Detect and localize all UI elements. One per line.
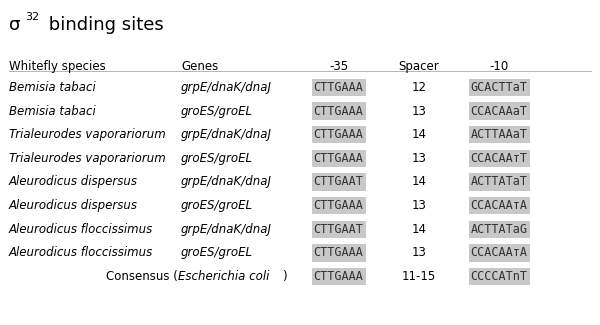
Text: GCACTTaT: GCACTTaT bbox=[470, 81, 527, 94]
Text: CCACAAтT: CCACAAтT bbox=[470, 152, 527, 165]
Text: groES/groEL: groES/groEL bbox=[181, 105, 253, 118]
Text: CCCCATnT: CCCCATnT bbox=[470, 270, 527, 283]
Text: CTTGAAA: CTTGAAA bbox=[314, 270, 364, 283]
Text: grpE/dnaK/dnaJ: grpE/dnaK/dnaJ bbox=[181, 176, 272, 188]
Text: groES/groEL: groES/groEL bbox=[181, 246, 253, 259]
Text: CTTGAAT: CTTGAAT bbox=[314, 176, 364, 188]
Text: -10: -10 bbox=[490, 60, 509, 73]
Text: Aleurodicus floccissimus: Aleurodicus floccissimus bbox=[9, 223, 153, 236]
Text: Bemisia tabaci: Bemisia tabaci bbox=[9, 105, 95, 118]
Text: 13: 13 bbox=[412, 105, 427, 118]
Text: 12: 12 bbox=[412, 81, 427, 94]
Text: Trialeurodes vaporariorum: Trialeurodes vaporariorum bbox=[9, 152, 166, 165]
Text: grpE/dnaK/dnaJ: grpE/dnaK/dnaJ bbox=[181, 223, 272, 236]
Text: CTTGAAA: CTTGAAA bbox=[314, 152, 364, 165]
Text: 11-15: 11-15 bbox=[402, 270, 436, 283]
Text: grpE/dnaK/dnaJ: grpE/dnaK/dnaJ bbox=[181, 81, 272, 94]
Text: -35: -35 bbox=[329, 60, 348, 73]
Text: CCACAAтA: CCACAAтA bbox=[470, 199, 527, 212]
Text: CCACAAтA: CCACAAтA bbox=[470, 246, 527, 259]
Text: CTTGAAA: CTTGAAA bbox=[314, 246, 364, 259]
Text: Bemisia tabaci: Bemisia tabaci bbox=[9, 81, 95, 94]
Text: ): ) bbox=[282, 270, 287, 283]
Text: binding sites: binding sites bbox=[43, 16, 164, 33]
Text: Aleurodicus floccissimus: Aleurodicus floccissimus bbox=[9, 246, 153, 259]
Text: 14: 14 bbox=[412, 176, 427, 188]
Text: Aleurodicus dispersus: Aleurodicus dispersus bbox=[9, 199, 138, 212]
Text: ACTTATaT: ACTTATaT bbox=[470, 176, 527, 188]
Text: CCACAAaT: CCACAAaT bbox=[470, 105, 527, 118]
Text: 14: 14 bbox=[412, 128, 427, 141]
Text: groES/groEL: groES/groEL bbox=[181, 152, 253, 165]
Text: 14: 14 bbox=[412, 223, 427, 236]
Text: CTTGAAA: CTTGAAA bbox=[314, 81, 364, 94]
Text: 13: 13 bbox=[412, 199, 427, 212]
Text: Spacer: Spacer bbox=[398, 60, 439, 73]
Text: 13: 13 bbox=[412, 246, 427, 259]
Text: ACTTAAaT: ACTTAAaT bbox=[470, 128, 527, 141]
Text: CTTGAAA: CTTGAAA bbox=[314, 105, 364, 118]
Text: groES/groEL: groES/groEL bbox=[181, 199, 253, 212]
Text: ACTTATaG: ACTTATaG bbox=[470, 223, 527, 236]
Text: grpE/dnaK/dnaJ: grpE/dnaK/dnaJ bbox=[181, 128, 272, 141]
Text: Consensus (: Consensus ( bbox=[106, 270, 178, 283]
Text: 13: 13 bbox=[412, 152, 427, 165]
Text: Escherichia coli: Escherichia coli bbox=[178, 270, 269, 283]
Text: 32: 32 bbox=[25, 12, 40, 22]
Text: Aleurodicus dispersus: Aleurodicus dispersus bbox=[9, 176, 138, 188]
Text: CTTGAAA: CTTGAAA bbox=[314, 199, 364, 212]
Text: CTTGAAA: CTTGAAA bbox=[314, 128, 364, 141]
Text: Genes: Genes bbox=[181, 60, 218, 73]
Text: Trialeurodes vaporariorum: Trialeurodes vaporariorum bbox=[9, 128, 166, 141]
Text: Whitefly species: Whitefly species bbox=[9, 60, 106, 73]
Text: σ: σ bbox=[9, 16, 20, 33]
Text: CTTGAAT: CTTGAAT bbox=[314, 223, 364, 236]
